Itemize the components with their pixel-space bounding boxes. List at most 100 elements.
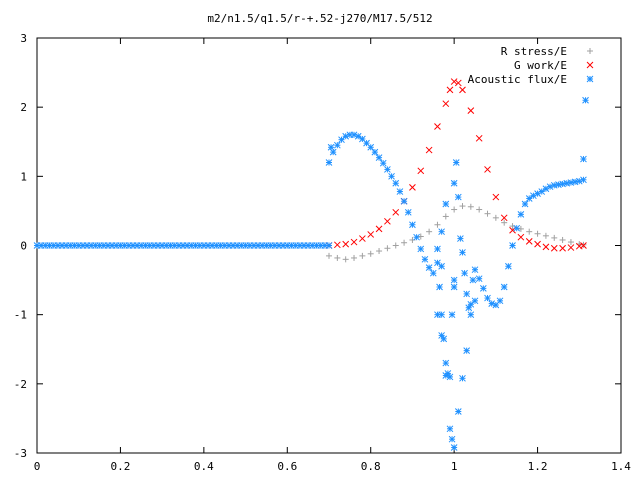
data-point: [434, 123, 441, 130]
data-point: [434, 221, 441, 228]
data-point: [517, 211, 525, 218]
legend-label: G work/E: [514, 59, 567, 72]
data-point: [367, 250, 374, 257]
data-point: [454, 408, 462, 415]
data-point: [442, 200, 450, 208]
data-point: [534, 230, 541, 237]
data-point: [484, 166, 491, 173]
data-point: [463, 290, 471, 298]
data-point: [467, 311, 475, 319]
x-tick-label: 1: [451, 460, 458, 473]
data-point: [375, 154, 383, 162]
data-point: [542, 232, 549, 239]
data-point: [500, 214, 508, 222]
data-point: [475, 275, 483, 283]
data-point: [450, 276, 458, 284]
data-point: [484, 294, 491, 302]
series-0: [326, 203, 587, 263]
y-tick-label: -3: [14, 447, 27, 460]
data-point: [325, 159, 333, 166]
data-point: [388, 172, 395, 180]
data-point: [450, 283, 458, 291]
data-point: [442, 372, 450, 379]
data-point: [492, 214, 499, 221]
data-point: [392, 179, 400, 187]
legend-label: Acoustic flux/E: [468, 73, 567, 86]
data-point: [436, 283, 443, 291]
data-point: [442, 213, 449, 220]
data-point: [442, 100, 450, 108]
y-tick-label: 3: [20, 32, 27, 45]
data-point: [434, 245, 441, 253]
data-point: [459, 249, 466, 256]
data-point: [359, 235, 366, 242]
data-point: [454, 79, 462, 87]
data-point: [438, 262, 445, 270]
series-2: [325, 96, 589, 451]
data-point: [334, 254, 341, 261]
series-1: [325, 78, 587, 252]
y-tick-label: -1: [14, 309, 27, 322]
data-point: [467, 107, 475, 114]
data-point: [459, 374, 466, 382]
data-point: [438, 332, 445, 339]
data-point: [354, 132, 362, 140]
data-point: [421, 255, 429, 263]
data-point: [371, 148, 379, 156]
data-point: [450, 179, 458, 187]
data-point: [350, 131, 358, 139]
series-3: [33, 242, 333, 249]
data-point: [461, 269, 468, 277]
data-point: [350, 238, 358, 246]
data-point: [459, 86, 466, 94]
data-point: [580, 242, 587, 249]
chart-title: m2/n1.5/q1.5/r-+.52-j270/M17.5/512: [207, 12, 432, 25]
series-layer: [33, 78, 589, 451]
data-point: [517, 233, 525, 241]
legend-marker: [586, 61, 594, 69]
x-tick-label: 0: [34, 460, 41, 473]
data-point: [546, 183, 554, 191]
data-point: [338, 136, 345, 144]
data-point: [384, 245, 391, 252]
y-tick-label: -2: [14, 378, 27, 391]
data-point: [425, 264, 433, 271]
data-point: [417, 167, 425, 175]
data-point: [417, 245, 425, 253]
data-point: [384, 217, 391, 225]
data-point: [542, 243, 550, 251]
data-point: [450, 78, 458, 85]
data-point: [551, 234, 558, 241]
data-point: [417, 233, 424, 240]
data-point: [401, 239, 408, 246]
data-point: [465, 304, 473, 312]
data-point: [426, 228, 433, 235]
data-point: [452, 159, 460, 166]
data-point: [492, 301, 500, 309]
data-point: [580, 176, 587, 184]
data-point: [488, 300, 496, 307]
data-point: [475, 134, 483, 142]
legend-marker: [587, 48, 593, 54]
data-point: [571, 178, 579, 186]
data-point: [448, 311, 456, 319]
data-point: [448, 435, 456, 443]
data-point: [521, 200, 529, 208]
data-point: [392, 208, 400, 216]
data-point: [496, 297, 504, 305]
data-point: [379, 159, 387, 167]
data-point: [359, 252, 366, 259]
y-tick-label: 2: [20, 101, 27, 114]
data-point: [434, 259, 441, 267]
x-tick-label: 0.2: [110, 460, 130, 473]
data-point: [451, 206, 458, 213]
data-point: [513, 224, 521, 232]
data-point: [582, 96, 589, 104]
data-point: [559, 244, 566, 252]
data-point: [484, 210, 491, 217]
data-point: [409, 184, 416, 191]
data-point: [467, 203, 474, 210]
data-point: [459, 203, 466, 210]
